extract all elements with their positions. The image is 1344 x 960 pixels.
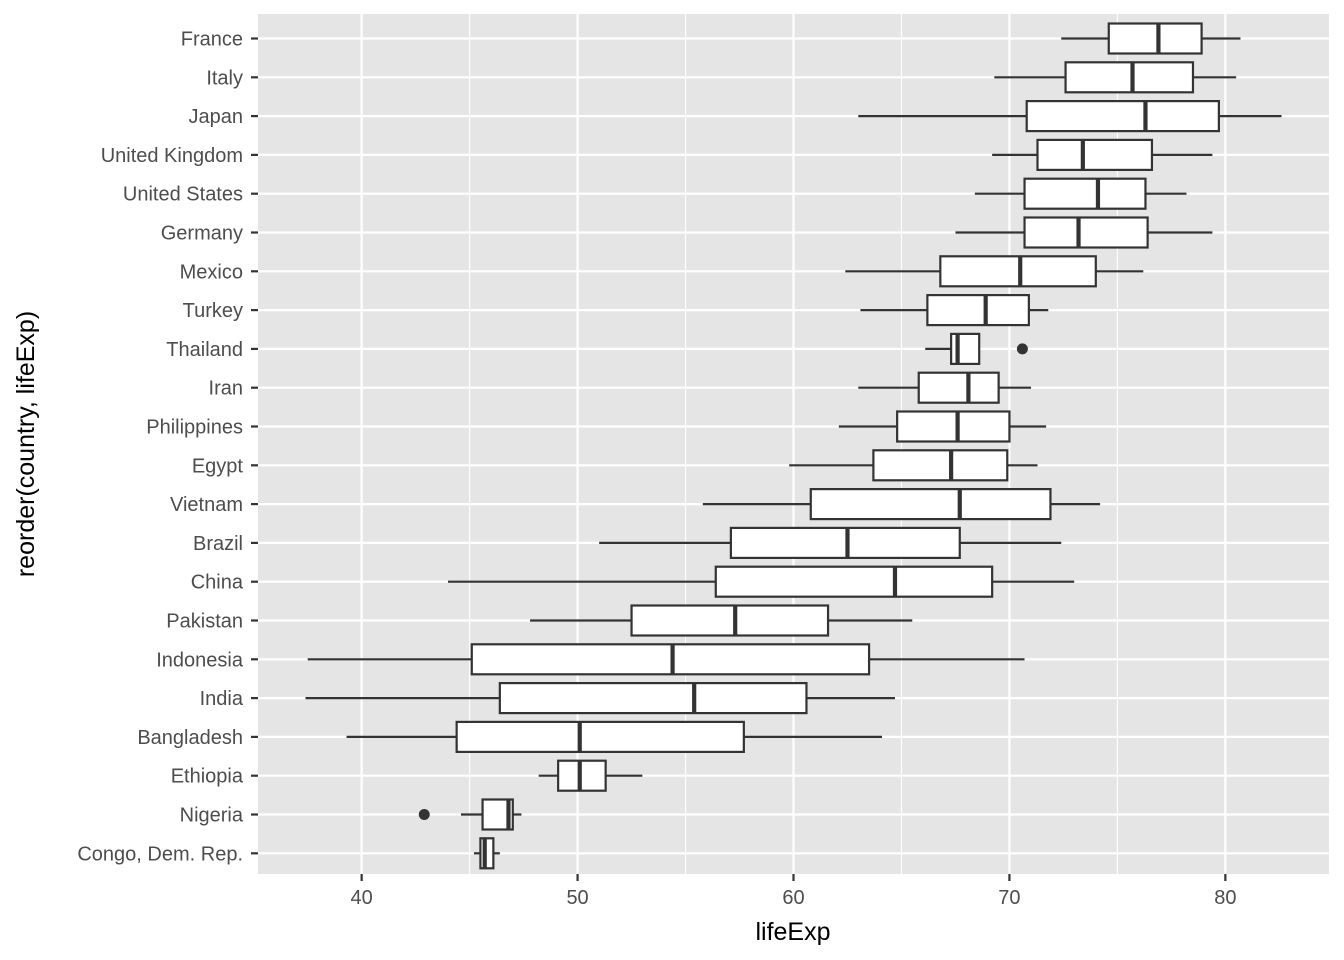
iqr-box — [729, 526, 961, 560]
box-china — [448, 565, 1075, 598]
box-mexico — [845, 255, 1144, 288]
x-axis: 40 50 60 70 80 — [351, 874, 1236, 909]
box-ethiopia — [538, 759, 643, 792]
y-tick-label: Germany — [161, 223, 243, 245]
box-indonesia — [307, 643, 1025, 676]
box-germany — [955, 216, 1213, 249]
box-turkey — [860, 294, 1049, 327]
iqr-box — [896, 410, 1011, 443]
y-tick-label: Egypt — [192, 455, 244, 477]
y-tick-label: Indonesia — [156, 649, 244, 671]
y-tick-label: United States — [123, 184, 243, 206]
iqr-box — [630, 604, 830, 637]
y-tick-label: India — [200, 688, 244, 710]
box-philippines — [838, 410, 1047, 443]
box-iran — [858, 371, 1032, 404]
boxes — [305, 22, 1282, 870]
box-india — [305, 681, 895, 715]
box-united-states — [974, 177, 1187, 210]
y-tick-label: China — [191, 572, 244, 594]
y-tick-label: Iran — [209, 378, 243, 400]
iqr-box — [479, 837, 495, 870]
iqr-box — [926, 294, 1030, 327]
box-thailand — [925, 332, 1028, 365]
outlier-point — [418, 809, 430, 820]
x-tick-label: 60 — [782, 887, 804, 909]
y-tick-label: France — [181, 29, 243, 51]
y-tick-label: Nigeria — [180, 805, 244, 827]
iqr-box — [872, 449, 1009, 482]
iqr-box — [1036, 138, 1154, 171]
iqr-box — [1023, 177, 1147, 210]
iqr-box — [917, 371, 1000, 404]
box-brazil — [599, 526, 1062, 560]
y-tick-label: Congo, Dem. Rep. — [77, 843, 243, 865]
box-vietnam — [702, 488, 1101, 521]
iqr-box — [1023, 216, 1149, 249]
iqr-box — [470, 643, 871, 676]
x-tick-label: 80 — [1214, 887, 1236, 909]
y-axis-title: reorder(country, lifeExp) — [12, 311, 40, 577]
y-axis: France Italy Japan United Kingdom United Sta… — [77, 29, 258, 865]
outlier-point — [1016, 343, 1028, 355]
y-tick-label: Bangladesh — [137, 727, 243, 749]
box-bangladesh — [346, 720, 883, 754]
y-tick-label: Philippines — [146, 417, 243, 439]
box-nigeria — [418, 798, 522, 831]
y-tick-label: Italy — [206, 67, 243, 89]
x-tick-label: 40 — [351, 887, 373, 909]
iqr-box — [557, 759, 607, 792]
box-congo-dem-rep — [473, 837, 500, 870]
y-tick-label: Thailand — [166, 339, 243, 361]
iqr-box — [498, 681, 808, 715]
box-egypt — [789, 449, 1038, 482]
y-tick-label: Japan — [189, 106, 244, 128]
y-tick-label: United Kingdom — [101, 145, 243, 167]
iqr-box — [1025, 99, 1220, 133]
x-tick-label: 50 — [566, 887, 588, 909]
x-tick-label: 70 — [998, 887, 1020, 909]
iqr-box — [950, 332, 981, 365]
y-tick-label: Pakistan — [166, 611, 243, 633]
box-japan — [858, 99, 1282, 133]
iqr-box — [1064, 61, 1195, 94]
iqr-box — [714, 565, 994, 598]
iqr-box — [1107, 22, 1203, 55]
x-axis-title: lifeExp — [755, 918, 830, 946]
y-tick-label: Mexico — [180, 261, 243, 283]
y-tick-label: Turkey — [183, 300, 243, 322]
iqr-box — [809, 488, 1052, 521]
box-united-kingdom — [992, 138, 1213, 171]
y-tick-label: Brazil — [193, 533, 243, 555]
box-france — [1061, 22, 1241, 55]
box-pakistan — [530, 604, 913, 637]
y-tick-label: Ethiopia — [171, 766, 244, 788]
box-italy — [994, 61, 1237, 94]
y-tick-label: Vietnam — [170, 494, 243, 516]
iqr-box — [939, 255, 1097, 288]
iqr-box — [455, 720, 745, 754]
